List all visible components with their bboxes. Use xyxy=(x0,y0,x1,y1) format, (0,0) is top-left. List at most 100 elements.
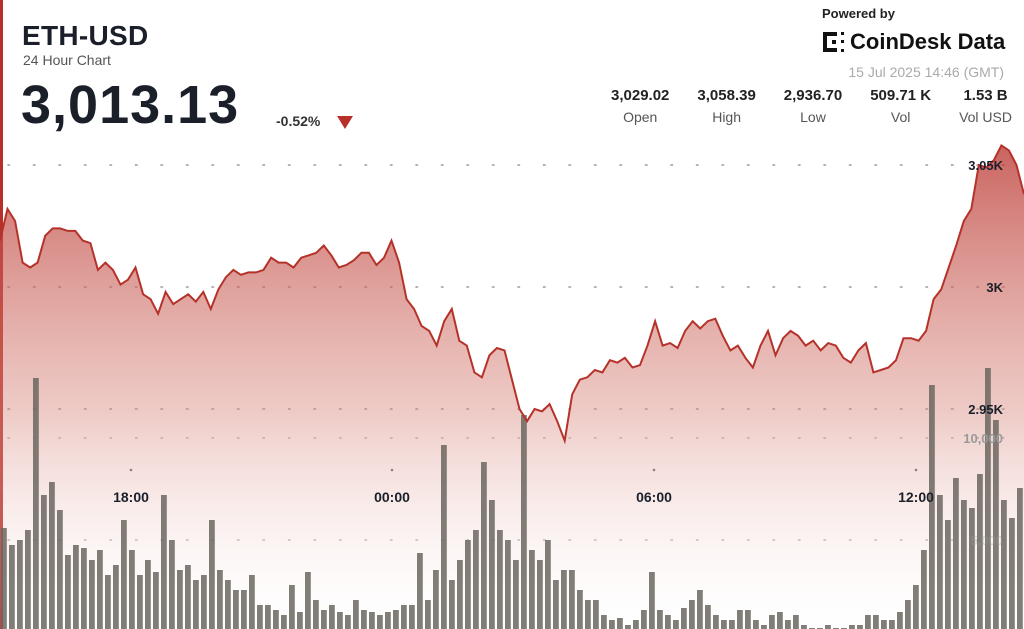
volume-bar xyxy=(385,612,391,629)
volume-bar xyxy=(993,420,999,629)
volume-bar xyxy=(665,615,671,629)
volume-bar xyxy=(441,445,447,629)
volume-bar xyxy=(25,530,31,629)
volume-bar xyxy=(401,605,407,629)
volume-bar xyxy=(1,528,7,629)
volume-bar xyxy=(265,605,271,629)
volume-bar xyxy=(353,600,359,629)
volume-bar xyxy=(153,572,159,629)
volume-bar xyxy=(449,580,455,629)
volume-bar xyxy=(105,575,111,629)
volume-bar xyxy=(577,590,583,629)
volume-bar xyxy=(473,530,479,629)
volume-bar xyxy=(513,560,519,629)
y-tick-label: 3.05K xyxy=(968,158,1003,173)
volume-bar xyxy=(753,620,759,629)
volume-bar xyxy=(777,612,783,629)
x-tick-label: 12:00 xyxy=(898,489,934,505)
volume-bar xyxy=(97,550,103,629)
volume-bar xyxy=(689,600,695,629)
volume-bar xyxy=(929,385,935,629)
x-tick-label: 00:00 xyxy=(374,489,410,505)
volume-bar xyxy=(1009,518,1015,629)
volume-bar xyxy=(89,560,95,629)
volume-bar xyxy=(225,580,231,629)
volume-bar xyxy=(17,540,23,629)
volume-bar xyxy=(761,625,767,629)
volume-bar xyxy=(633,620,639,629)
stat-value: 3,029.02 xyxy=(611,87,670,104)
volume-bar xyxy=(649,572,655,629)
volume-bar xyxy=(193,580,199,629)
volume-bar xyxy=(625,625,631,629)
volume-bar xyxy=(961,500,967,629)
volume-bar xyxy=(729,620,735,629)
volume-bar xyxy=(497,530,503,629)
volume-bar xyxy=(849,625,855,629)
volume-bar xyxy=(273,610,279,629)
volume-bar xyxy=(585,600,591,629)
volume-bar xyxy=(169,540,175,629)
volume-bar xyxy=(361,610,367,629)
volume-bar xyxy=(345,615,351,629)
volume-bar xyxy=(937,495,943,629)
volume-bar xyxy=(825,625,831,629)
volume-bar xyxy=(865,615,871,629)
volume-bar xyxy=(129,550,135,629)
volume-bar xyxy=(369,612,375,629)
stat-label: High xyxy=(712,109,741,125)
current-price: 3,013.13 xyxy=(21,75,240,135)
volume-bar xyxy=(545,540,551,629)
volume-bar xyxy=(233,590,239,629)
coindesk-logo-icon xyxy=(823,32,844,52)
volume-bar xyxy=(881,620,887,629)
volume-bar xyxy=(249,575,255,629)
volume-bar xyxy=(529,550,535,629)
volume-bar xyxy=(409,605,415,629)
volume-bar xyxy=(417,553,423,629)
volume-bar xyxy=(569,570,575,629)
symbol-title: ETH-USD xyxy=(22,20,149,51)
volume-bar xyxy=(81,548,87,629)
volume-bar xyxy=(9,545,15,629)
stat-low: 2,936.70 Low xyxy=(784,87,842,125)
stat-vol: 509.71 K Vol xyxy=(870,87,931,125)
volume-bar xyxy=(425,600,431,629)
volume-bar xyxy=(281,615,287,629)
stat-label: Vol xyxy=(890,109,911,125)
volume-bar xyxy=(65,555,71,629)
stat-vol-usd: 1.53 B Vol USD xyxy=(959,87,1012,125)
volume-bar xyxy=(57,510,63,629)
volume-bar xyxy=(673,620,679,629)
volume-bar xyxy=(49,482,55,629)
volume-bar xyxy=(313,600,319,629)
volume-bar xyxy=(321,610,327,629)
y-tick-label: 3K xyxy=(986,280,1003,295)
volume-bar xyxy=(505,540,511,629)
volume-bar xyxy=(721,620,727,629)
brand-name: CoinDesk Data xyxy=(850,29,1006,54)
volume-bar xyxy=(713,615,719,629)
chart-subtitle: 24 Hour Chart xyxy=(23,52,111,68)
volume-bar xyxy=(1001,500,1007,629)
volume-bar xyxy=(305,572,311,629)
stat-value: 2,936.70 xyxy=(783,87,843,104)
volume-bar xyxy=(329,605,335,629)
stat-value: 1.53 B xyxy=(963,87,1008,104)
price-change: -0.52% xyxy=(276,113,321,129)
volume-bar xyxy=(481,462,487,629)
volume-bar xyxy=(137,575,143,629)
volume-bar xyxy=(201,575,207,629)
volume-bar xyxy=(217,570,223,629)
volume-bar xyxy=(793,615,799,629)
volume-bar xyxy=(609,620,615,629)
volume-bar xyxy=(889,620,895,629)
volume-bar xyxy=(337,612,343,629)
volume-bar xyxy=(393,610,399,629)
volume-bar xyxy=(985,368,991,629)
volume-bar xyxy=(521,415,527,629)
volume-bar xyxy=(289,585,295,629)
volume-bar xyxy=(561,570,567,629)
price-area xyxy=(0,145,1024,629)
